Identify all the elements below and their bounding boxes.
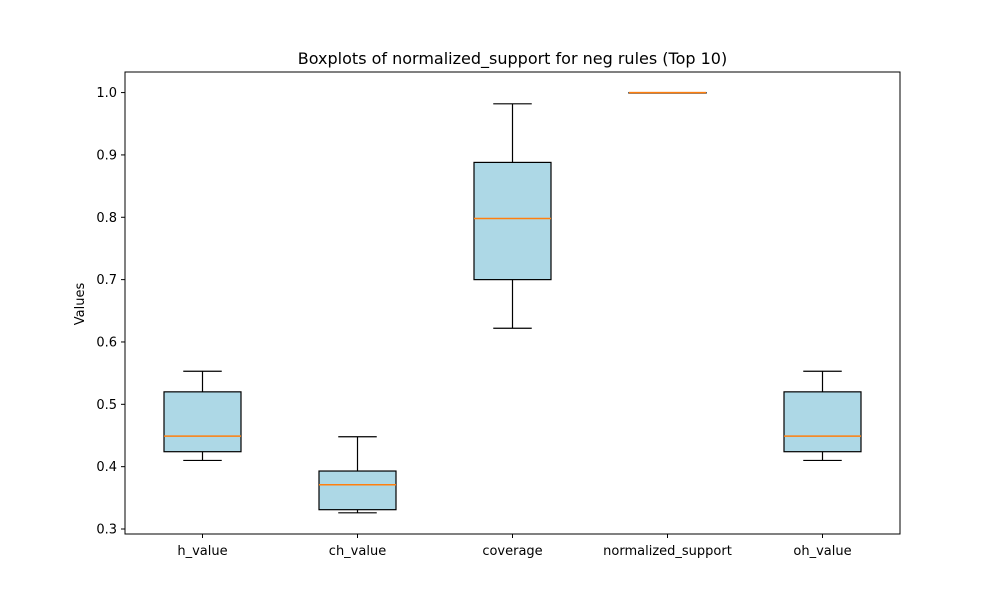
y-tick-label: 1.0 [96, 86, 117, 101]
iqr-box [783, 391, 862, 453]
box-h_value [163, 370, 242, 462]
y-tick-label: 0.3 [96, 523, 117, 538]
box-oh_value [783, 370, 862, 462]
y-tick-label: 0.8 [96, 211, 117, 226]
axis-ticks: 0.3 0.4 0.5 0.6 0.7 0.8 0.9 1.0 h_value ch_value c… [96, 86, 851, 559]
chart-title: Boxplots of normalized_support for neg r… [298, 49, 727, 69]
y-tick-label: 0.6 [96, 335, 117, 350]
y-tick-label: 0.7 [96, 273, 117, 288]
y-tick-label: 0.5 [96, 398, 117, 413]
iqr-box [473, 161, 552, 281]
y-axis-label: Values [73, 283, 88, 326]
plot-marks [163, 91, 862, 514]
y-tick-label: 0.4 [96, 460, 117, 475]
x-tick-label: coverage [482, 544, 542, 559]
x-tick-label: h_value [177, 544, 227, 559]
box-ch_value [318, 436, 397, 514]
y-tick-label: 0.9 [96, 148, 117, 163]
box-coverage [473, 103, 552, 329]
x-tick-label: ch_value [329, 544, 386, 559]
iqr-box [163, 391, 242, 453]
iqr-box [318, 470, 397, 511]
box-normalized_support [628, 91, 707, 94]
x-tick-label: normalized_support [603, 544, 732, 559]
x-tick-label: oh_value [793, 544, 851, 559]
